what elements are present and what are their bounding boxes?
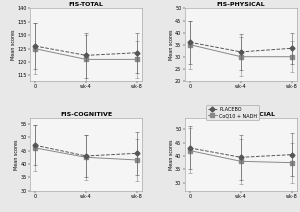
Title: FIS-PSYCHOSOCIAL: FIS-PSYCHOSOCIAL xyxy=(207,112,275,117)
Legend: PLACEBO, CoQ10 + NADH: PLACEBO, CoQ10 + NADH xyxy=(206,105,259,120)
Y-axis label: Mean scores: Mean scores xyxy=(169,139,174,170)
Title: FIS-TOTAL: FIS-TOTAL xyxy=(69,2,104,7)
Title: FIS-COGNITIVE: FIS-COGNITIVE xyxy=(60,112,112,117)
Y-axis label: Mean scores: Mean scores xyxy=(11,29,16,60)
Y-axis label: Mean scores: Mean scores xyxy=(169,29,174,60)
Title: FIS-PHYSICAL: FIS-PHYSICAL xyxy=(217,2,265,7)
Y-axis label: Mean scores: Mean scores xyxy=(14,139,19,170)
